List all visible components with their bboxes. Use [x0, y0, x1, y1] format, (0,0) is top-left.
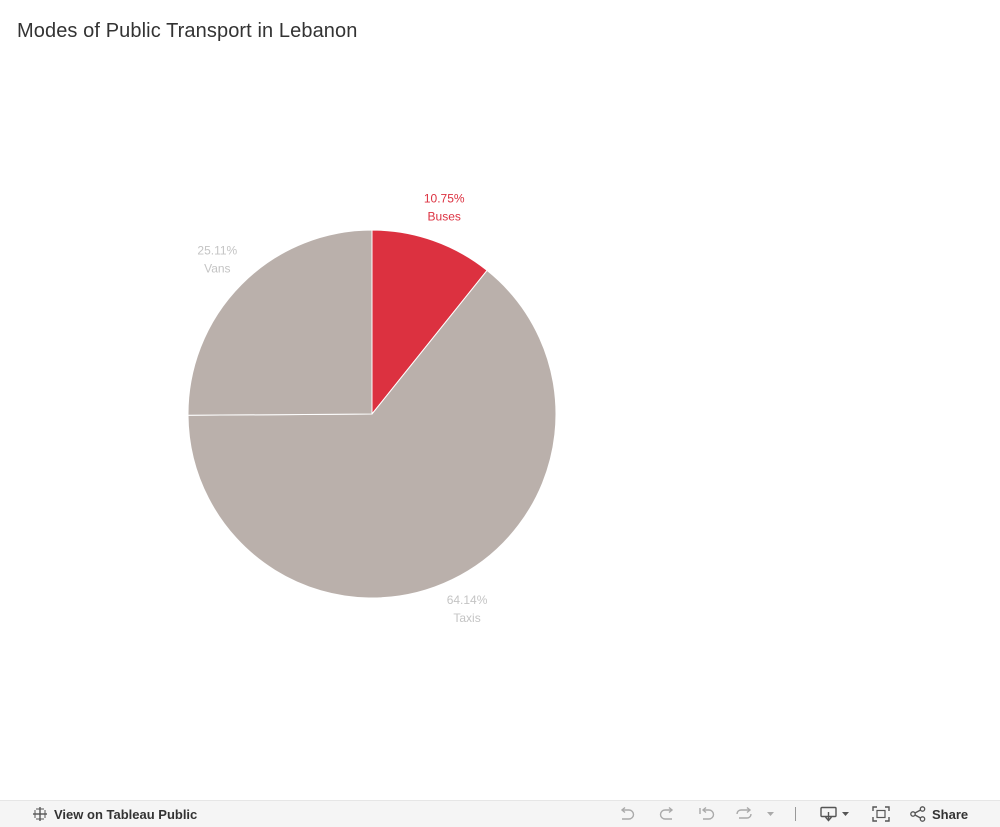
fullscreen-icon[interactable]: [872, 806, 890, 822]
share-button[interactable]: Share: [910, 806, 968, 822]
pie-slice-taxis[interactable]: [187, 269, 557, 599]
slice-value-label-buses: 10.75%: [424, 191, 465, 205]
tableau-logo-icon: [33, 807, 47, 821]
slice-value-label-taxis: 64.14%: [447, 593, 488, 607]
tableau-toolbar: View on Tableau Public: [0, 800, 1000, 827]
dropdown-icon[interactable]: [764, 806, 782, 822]
pie-slice-buses[interactable]: [371, 229, 488, 416]
slice-category-label-vans: Vans: [204, 261, 230, 275]
refresh-icon[interactable]: [735, 806, 753, 822]
revert-icon[interactable]: [698, 806, 716, 822]
redo-icon[interactable]: [658, 806, 676, 822]
slice-category-label-buses: Buses: [428, 209, 461, 223]
slice-value-label-vans: 25.11%: [197, 243, 237, 257]
chart-title: Modes of Public Transport in Lebanon: [17, 20, 358, 42]
download-icon[interactable]: [820, 806, 852, 822]
share-label: Share: [932, 806, 969, 822]
pie-slice-vans[interactable]: [187, 229, 373, 416]
undo-icon[interactable]: [618, 806, 636, 822]
view-on-tableau-link[interactable]: View on Tableau Public: [32, 806, 197, 822]
toolbar-divider: [795, 807, 796, 821]
share-icon: [910, 806, 926, 822]
view-on-tableau-label: View on Tableau Public: [54, 806, 198, 822]
slice-category-label-taxis: Taxis: [453, 611, 480, 625]
pie-chart: 10.75% Buses 64.14% Taxis 25.11% Vans: [187, 191, 557, 625]
